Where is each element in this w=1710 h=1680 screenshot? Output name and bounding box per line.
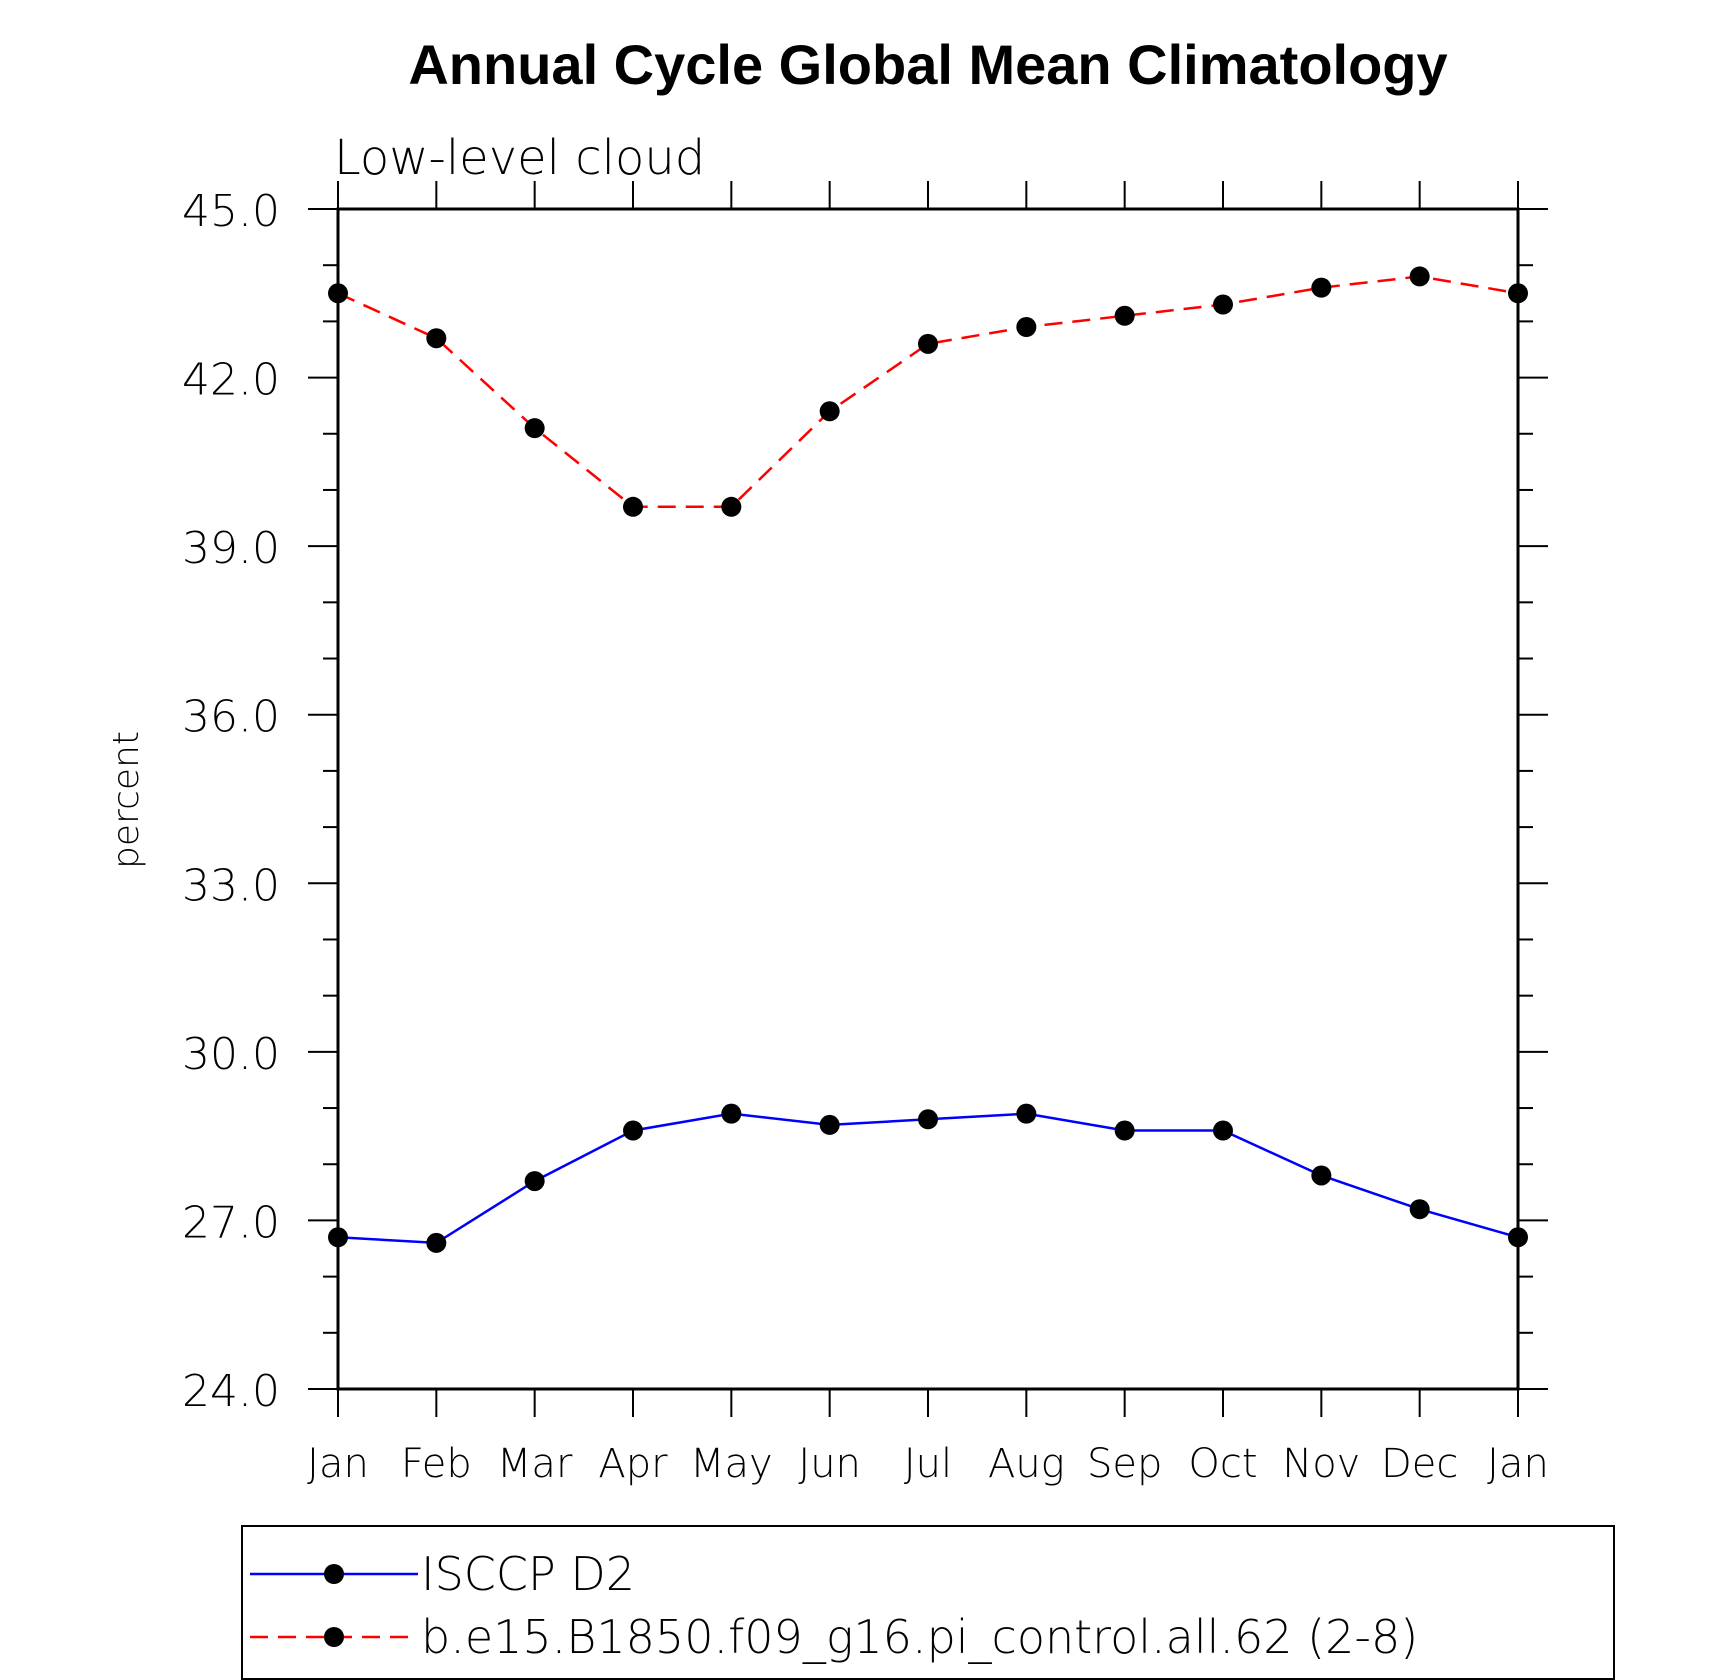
- x-tick-label: Nov: [1282, 1441, 1360, 1487]
- x-tick-label: Dec: [1381, 1441, 1458, 1487]
- series-1-point: [623, 1120, 643, 1141]
- y-axis-label: percent: [106, 731, 147, 869]
- series-2-point: [1114, 305, 1135, 326]
- legend-label-1: ISCCP D2: [421, 1547, 635, 1601]
- x-tick-labels: Jan Feb Mar Apr May Jun Jul Aug Sep Oct Nov Dec Jan: [307, 1441, 1549, 1487]
- legend-items: ISCCP D2 b.e15.B1850.f09_g16.pi_control.a…: [250, 1547, 1418, 1664]
- chart-subtitle: Low-level cloud: [334, 130, 705, 186]
- y-tick-label: 36.0: [182, 692, 280, 743]
- series-2-point: [426, 328, 447, 349]
- y-tick-label: 39.0: [182, 523, 280, 574]
- x-tick-label: Sep: [1087, 1441, 1162, 1487]
- y-tick-label: 42.0: [182, 355, 280, 406]
- legend-marker-2: [324, 1627, 344, 1647]
- legend: ISCCP D2 b.e15.B1850.f09_g16.pi_control.a…: [241, 1525, 1615, 1680]
- series-1-point: [1311, 1165, 1332, 1186]
- x-tick-label: Apr: [598, 1441, 668, 1487]
- series-2-point: [1213, 294, 1233, 315]
- series-2-point: [1016, 317, 1037, 337]
- series-1-point: [721, 1103, 742, 1124]
- series-1-point: [819, 1114, 840, 1135]
- y-tick-label: 33.0: [182, 860, 280, 911]
- legend-box: [241, 1525, 1615, 1680]
- plot-frame: [336, 207, 1520, 1391]
- series-1-point: [1409, 1199, 1430, 1220]
- y-tick-labels: 24.0 27.0 30.0 33.0 36.0 39.0 42.0 45.0: [182, 186, 280, 1417]
- x-tick-label: Jul: [904, 1441, 952, 1487]
- y-tick-label: 27.0: [182, 1197, 280, 1248]
- y-tick-label: 45.0: [182, 186, 280, 237]
- series-1-point: [524, 1171, 545, 1192]
- x-tick-label: Aug: [988, 1441, 1065, 1487]
- x-tick-label: Jun: [798, 1441, 861, 1487]
- series-2-point: [524, 418, 545, 439]
- series-line-1: [337, 1112, 1519, 1245]
- series-2-point: [918, 333, 938, 354]
- chart-title: Annual Cycle Global Mean Climatology: [408, 33, 1447, 96]
- x-tick-label: Jan: [1487, 1441, 1549, 1487]
- legend-label-2: b.e15.B1850.f09_g16.pi_control.all.62 (2…: [421, 1610, 1418, 1664]
- series-line-2: [337, 275, 1519, 509]
- series-layer: [328, 266, 1528, 1253]
- series-2-point: [1311, 277, 1332, 298]
- x-tick-label: Feb: [401, 1441, 472, 1487]
- series-1-point: [1114, 1120, 1135, 1141]
- series-2-point: [1409, 266, 1430, 287]
- series-1-point: [1213, 1120, 1233, 1141]
- y-tick-label: 24.0: [182, 1366, 280, 1417]
- x-tick-label: Jan: [307, 1441, 369, 1487]
- series-1-point: [1016, 1103, 1037, 1124]
- series-2-point: [623, 496, 643, 517]
- y-tick-label: 30.0: [182, 1029, 280, 1080]
- x-tick-label: May: [690, 1441, 773, 1487]
- series-1-point: [918, 1109, 938, 1130]
- series-2-point: [721, 496, 742, 517]
- series-1-point: [426, 1232, 447, 1253]
- series-2-point: [819, 401, 840, 422]
- legend-marker-1: [324, 1564, 344, 1584]
- x-tick-label: Oct: [1188, 1441, 1257, 1487]
- axis-ticks: [308, 181, 1548, 1417]
- x-tick-label: Mar: [497, 1441, 573, 1487]
